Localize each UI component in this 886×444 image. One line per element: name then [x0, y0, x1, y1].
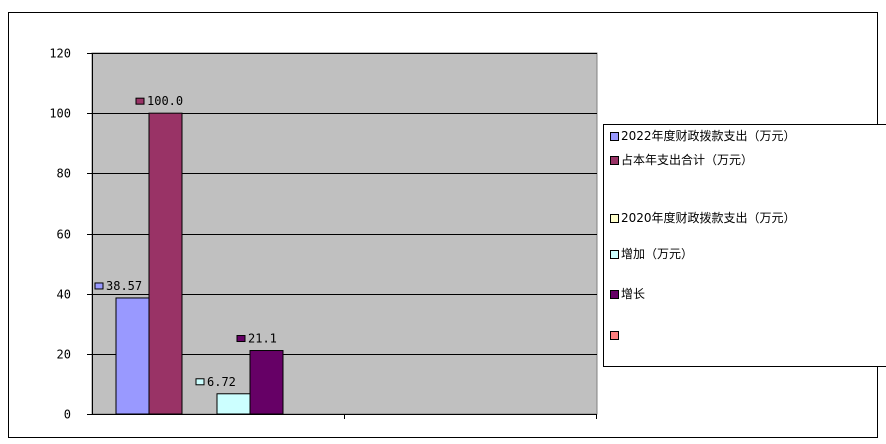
legend-label: 2020年度财政拨款支出（万元） — [621, 211, 796, 225]
legend-label: 2022年度财政拨款支出（万元） — [621, 129, 796, 143]
legend: 2022年度财政拨款支出（万元） 占本年支出合计（万元） 2020年度财政拨款支出（… — [603, 124, 886, 367]
data-label-key — [135, 97, 145, 105]
bar — [115, 297, 150, 415]
data-label: 100.0 — [147, 94, 183, 108]
y-tick-label: 20 — [57, 348, 71, 362]
data-label-key — [94, 282, 104, 290]
y-tick-label: 80 — [57, 167, 71, 181]
y-tick-label: 60 — [57, 228, 71, 242]
legend-item: 2020年度财政拨款支出（万元） — [610, 212, 880, 225]
legend-item — [610, 329, 880, 340]
y-tick-label: 0 — [64, 408, 71, 422]
bar — [148, 112, 183, 415]
data-label-key — [195, 378, 205, 386]
legend-item: 增加（万元） — [610, 248, 880, 261]
legend-item: 增长 — [610, 288, 880, 301]
bar — [216, 393, 251, 415]
y-tick-label: 40 — [57, 288, 71, 302]
legend-swatch — [610, 214, 619, 223]
y-tick-label: 100 — [49, 107, 71, 121]
bar — [249, 350, 284, 415]
legend-item: 占本年支出合计（万元） — [610, 154, 880, 167]
data-label: 21.1 — [248, 332, 277, 346]
legend-item: 2022年度财政拨款支出（万元） — [610, 130, 880, 143]
bar-chart: 0 20 40 60 80 100 120 38.57 100.0 6.72 21.1 — [49, 47, 598, 422]
legend-swatch — [610, 132, 619, 141]
legend-swatch — [610, 250, 619, 259]
data-label: 38.57 — [106, 279, 142, 293]
legend-label: 增加（万元） — [621, 247, 694, 261]
chart-frame: 0 20 40 60 80 100 120 38.57 100.0 6.72 21.1 2022年度… — [8, 12, 886, 438]
data-label-key — [236, 335, 246, 343]
legend-swatch — [610, 156, 619, 165]
legend-swatch — [610, 290, 619, 299]
data-label: 6.72 — [207, 375, 236, 389]
legend-swatch — [610, 331, 619, 340]
y-tick-label: 120 — [49, 47, 71, 61]
legend-label: 占本年支出合计（万元） — [621, 153, 754, 167]
legend-label: 增长 — [621, 287, 646, 301]
